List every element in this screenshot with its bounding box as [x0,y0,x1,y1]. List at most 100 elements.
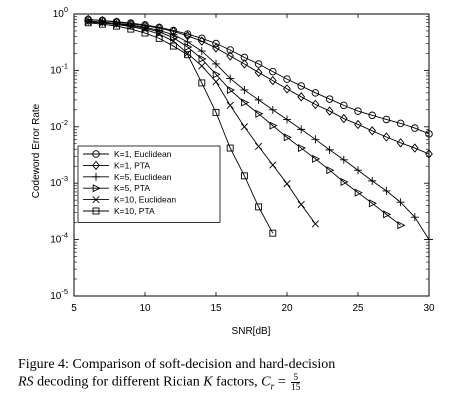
data-point [226,101,234,109]
data-point [340,101,348,110]
data-point [297,92,306,102]
data-point [269,121,278,130]
data-point [396,198,405,207]
x-tick-label: 10 [139,303,151,314]
data-point [354,166,362,175]
data-point [198,62,206,70]
legend-label: K=10, Euclidean [114,195,176,205]
y-tick-base: 10 [50,235,62,246]
y-tick-label: 10-2 [50,118,68,133]
data-point [368,126,377,136]
data-point [254,67,263,78]
data-point [226,85,236,94]
data-point [354,107,362,115]
data-point [240,59,249,69]
x-tick-label: 15 [210,303,222,314]
data-point [254,95,263,104]
legend-entry: K=5, PTA [83,183,150,193]
data-point [354,188,363,197]
plot-frame [73,13,430,297]
data-point [325,106,334,116]
data-point [254,142,263,150]
y-tick-exponent: 0 [64,5,68,14]
legend-entry: K=10, Euclidean [83,195,176,205]
y-tick-exponent: -5 [61,287,68,296]
y-tick-label: 10-4 [50,231,68,246]
data-point [141,29,149,37]
legend-entry: K=1, Euclidean [83,149,172,159]
data-point [184,51,192,59]
legend-entry: K=10, PTA [83,206,155,216]
legend-label: K=5, PTA [114,183,150,193]
data-point [184,42,193,52]
legend-marker [92,195,100,204]
legend-marker [92,172,100,181]
caption-denominator: 15 [291,382,301,392]
y-tick-label: 10-3 [50,174,68,189]
x-tick-label: 30 [423,303,435,314]
data-point [382,186,391,195]
data-point [340,177,349,187]
data-point [425,235,433,244]
data-point [212,70,221,79]
data-point [339,113,348,124]
data-point [226,46,234,54]
legend-box [77,145,221,223]
y-tick-base: 10 [50,178,62,189]
data-point [354,119,362,130]
data-point [197,36,206,46]
series-line [88,22,274,234]
caption-prefix: Figure 4: Comparison of soft-decision an… [18,357,336,372]
data-point [326,166,335,175]
data-point [226,144,234,152]
caption-after-k: factors, [212,374,262,390]
data-point [411,124,419,132]
data-point [325,95,334,103]
caption-middle: decoding for different Rician [33,374,204,390]
figure-caption: Figure 4: Comparison of soft-decision an… [18,356,438,396]
data-point [197,47,206,56]
data-point [297,82,305,90]
data-point [283,133,292,142]
legend-label: K=1, Euclidean [114,149,172,159]
data-point [240,85,249,94]
legend-marker [92,207,100,215]
legend-marker [92,160,100,171]
y-tick-label: 100 [53,5,68,20]
data-point [212,43,220,53]
data-point [397,221,406,230]
data-point [255,109,264,118]
data-point [226,51,235,61]
data-point [155,34,163,42]
data-point [269,229,277,237]
legend-marker [92,184,101,193]
series-line [88,20,401,226]
series-5 [84,19,277,237]
data-point [396,138,405,148]
data-point [183,30,192,38]
y-tick-base: 10 [53,9,65,20]
data-point [141,25,149,34]
data-point [368,111,376,120]
data-point [283,75,291,83]
data-point [311,220,320,228]
caption-k: K [203,374,213,390]
data-point [312,154,321,163]
data-point [382,115,391,124]
caption-cr-sub: r [270,381,275,393]
data-point [183,49,192,58]
data-point [255,203,263,211]
series-layer [84,14,433,244]
data-point [170,33,179,42]
data-point [311,99,320,110]
legend-entry: K=5, Euclidean [83,172,172,182]
data-point [283,115,291,124]
data-point [240,53,249,62]
x-tick-label: 20 [281,303,293,314]
data-point [396,119,405,128]
data-point [212,108,220,116]
data-point [113,22,121,30]
y-axis-label: Codeword Error Rate [31,103,42,198]
